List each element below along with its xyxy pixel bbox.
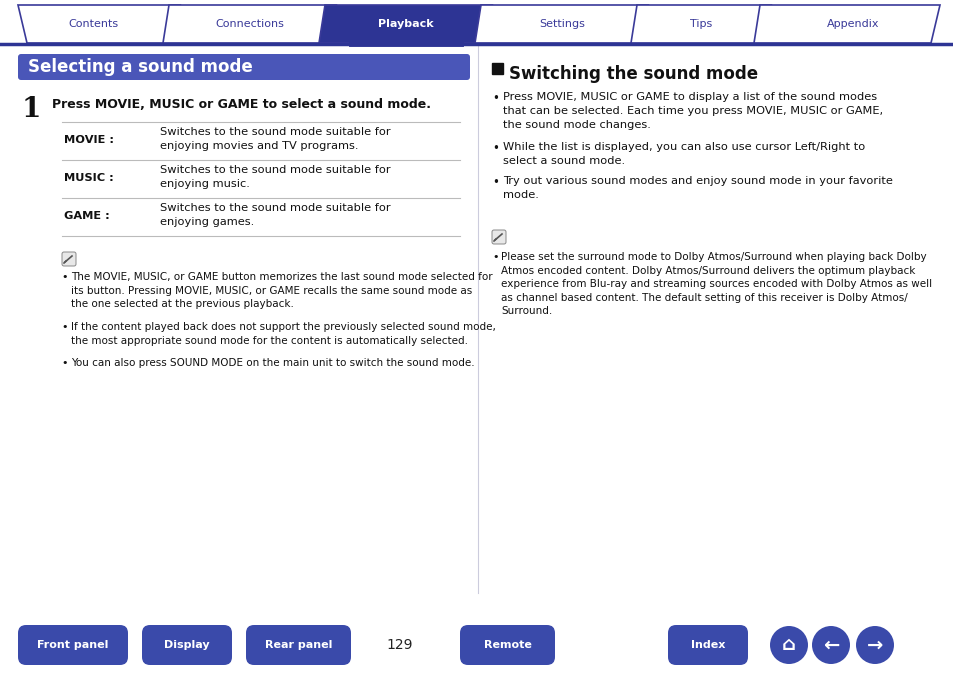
Text: Front panel: Front panel (37, 640, 109, 650)
Text: Switches to the sound mode suitable for
enjoying music.: Switches to the sound mode suitable for … (160, 165, 390, 189)
Polygon shape (318, 5, 493, 43)
FancyBboxPatch shape (142, 625, 232, 665)
Text: →: → (866, 635, 882, 655)
Text: •: • (61, 322, 68, 332)
Bar (492, 63, 502, 74)
Polygon shape (475, 5, 648, 43)
Text: •: • (492, 142, 498, 155)
Text: Try out various sound modes and enjoy sound mode in your favorite
mode.: Try out various sound modes and enjoy so… (502, 176, 892, 200)
Text: Press MOVIE, MUSIC or GAME to display a list of the sound modes
that can be sele: Press MOVIE, MUSIC or GAME to display a … (502, 92, 882, 130)
Text: While the list is displayed, you can also use cursor Left/Right to
select a soun: While the list is displayed, you can als… (502, 142, 864, 166)
Text: ⌂: ⌂ (781, 635, 795, 655)
Text: •: • (61, 358, 68, 368)
Text: ←: ← (821, 635, 839, 655)
Text: GAME :: GAME : (64, 211, 110, 221)
Text: MUSIC :: MUSIC : (64, 173, 113, 183)
Text: You can also press SOUND MODE on the main unit to switch the sound mode.: You can also press SOUND MODE on the mai… (71, 358, 475, 368)
Text: 129: 129 (386, 638, 413, 652)
Text: Switching the sound mode: Switching the sound mode (509, 65, 758, 83)
Text: Please set the surround mode to Dolby Atmos/Surround when playing back Dolby
Atm: Please set the surround mode to Dolby At… (500, 252, 931, 316)
Text: •: • (492, 176, 498, 189)
Text: Connections: Connections (215, 19, 284, 29)
Text: The MOVIE, MUSIC, or GAME button memorizes the last sound mode selected for
its : The MOVIE, MUSIC, or GAME button memoriz… (71, 272, 492, 309)
Text: Remote: Remote (483, 640, 531, 650)
Polygon shape (630, 5, 771, 43)
FancyBboxPatch shape (62, 252, 76, 266)
Circle shape (769, 626, 807, 664)
FancyBboxPatch shape (246, 625, 351, 665)
Circle shape (811, 626, 849, 664)
Text: •: • (492, 92, 498, 105)
Text: Rear panel: Rear panel (265, 640, 332, 650)
Text: Contents: Contents (69, 19, 118, 29)
Text: If the content played back does not support the previously selected sound mode,
: If the content played back does not supp… (71, 322, 496, 346)
FancyBboxPatch shape (459, 625, 555, 665)
Text: Tips: Tips (690, 19, 712, 29)
Text: Display: Display (164, 640, 210, 650)
Text: Index: Index (690, 640, 724, 650)
Text: Playback: Playback (377, 19, 434, 29)
Text: Switches to the sound mode suitable for
enjoying movies and TV programs.: Switches to the sound mode suitable for … (160, 127, 390, 151)
Polygon shape (753, 5, 939, 43)
Circle shape (855, 626, 893, 664)
FancyBboxPatch shape (18, 54, 470, 80)
Polygon shape (163, 5, 336, 43)
Text: •: • (61, 272, 68, 282)
Text: MOVIE :: MOVIE : (64, 135, 113, 145)
Polygon shape (18, 5, 181, 43)
Text: •: • (492, 252, 498, 262)
Text: 1: 1 (22, 96, 41, 123)
Text: Switches to the sound mode suitable for
enjoying games.: Switches to the sound mode suitable for … (160, 203, 390, 227)
FancyBboxPatch shape (18, 625, 128, 665)
Text: Appendix: Appendix (826, 19, 879, 29)
FancyBboxPatch shape (667, 625, 747, 665)
Text: Selecting a sound mode: Selecting a sound mode (28, 58, 253, 76)
Text: Press MOVIE, MUSIC or GAME to select a sound mode.: Press MOVIE, MUSIC or GAME to select a s… (52, 98, 431, 111)
Text: Settings: Settings (538, 19, 584, 29)
FancyBboxPatch shape (492, 230, 505, 244)
